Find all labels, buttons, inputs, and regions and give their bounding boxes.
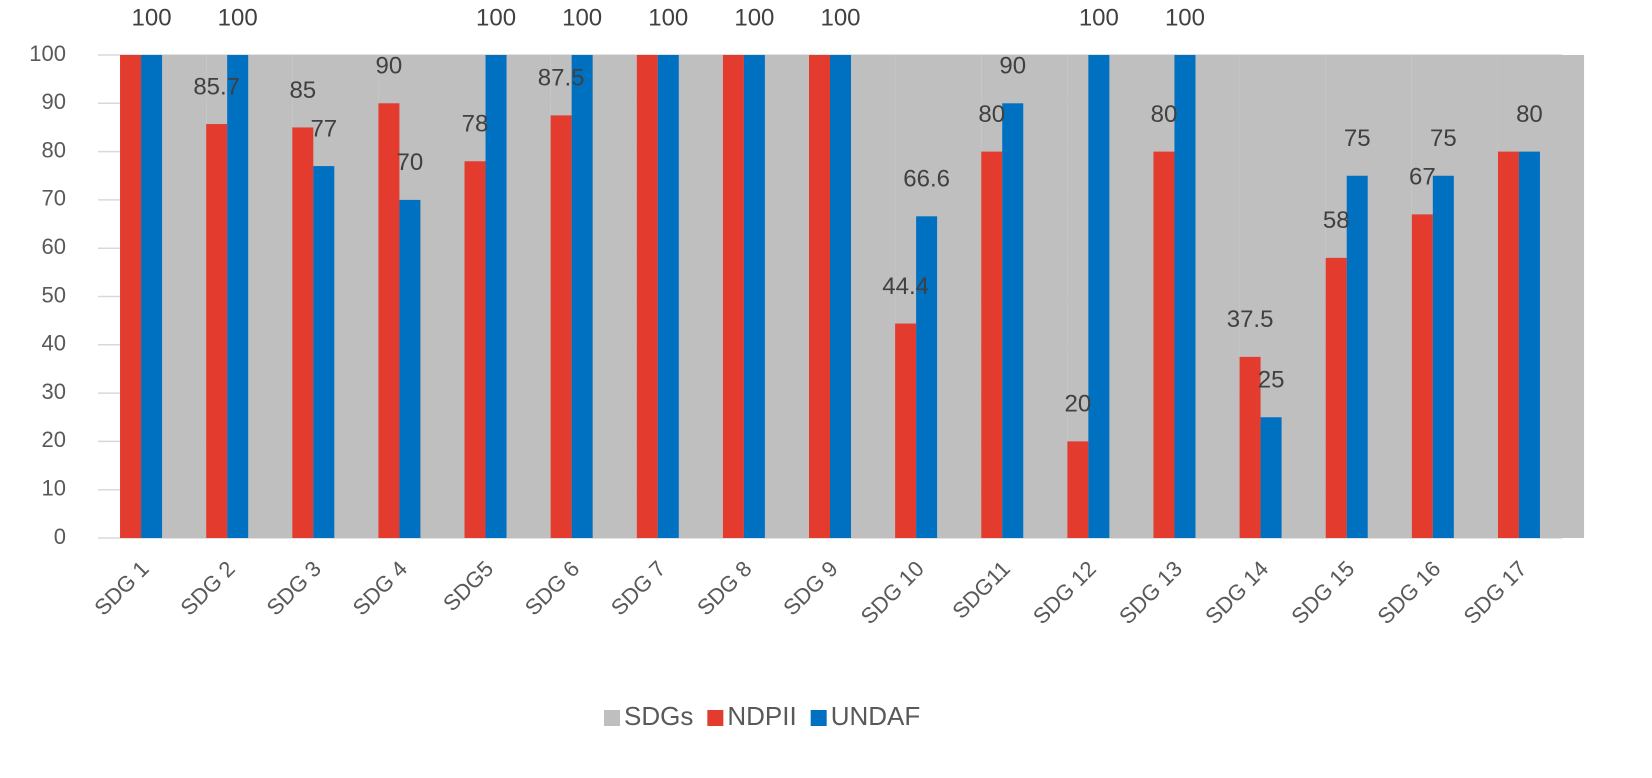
x-tick-label: SDG 15	[1286, 556, 1359, 629]
x-tick-label: SDG 6	[520, 556, 584, 620]
x-tick-label: SDG 10	[856, 556, 929, 629]
data-label: 100	[1165, 4, 1205, 31]
data-label: 90	[376, 53, 403, 80]
data-label: 90	[999, 53, 1026, 80]
bar	[571, 55, 593, 538]
bar	[1260, 417, 1282, 538]
data-label: 85.7	[193, 73, 240, 100]
x-tick-label: SDG 3	[262, 556, 326, 620]
data-label: 100	[218, 4, 258, 31]
bar	[1239, 356, 1261, 538]
bar	[981, 151, 1003, 538]
bar	[636, 55, 658, 538]
bar	[1174, 55, 1196, 538]
data-label: 25	[1258, 367, 1285, 394]
x-tick-label: SDG 13	[1114, 556, 1187, 629]
legend-swatch	[604, 710, 620, 726]
data-label: 100	[132, 4, 172, 31]
bar	[550, 115, 572, 538]
data-label: 100	[820, 4, 860, 31]
y-tick-label: 60	[42, 234, 66, 259]
data-label: 67	[1409, 164, 1436, 191]
y-tick-label: 20	[42, 427, 66, 452]
data-label: 58	[1323, 207, 1350, 234]
x-tick-label: SDG 17	[1459, 556, 1532, 629]
data-label: 75	[1344, 125, 1371, 152]
bar	[1432, 175, 1454, 538]
bar	[1346, 175, 1368, 538]
bar	[916, 216, 938, 538]
y-tick-label: 70	[42, 186, 66, 211]
data-label: 37.5	[1227, 306, 1274, 333]
y-tick-label: 100	[29, 41, 66, 66]
bar	[227, 55, 249, 538]
y-tick-label: 80	[42, 137, 66, 162]
y-tick-label: 0	[54, 524, 66, 549]
data-label: 70	[397, 149, 424, 176]
bar	[830, 55, 851, 538]
bar	[1088, 55, 1110, 538]
legend-label: UNDAF	[831, 701, 921, 731]
bar	[1518, 151, 1540, 538]
x-tick-label: SDG 1	[89, 556, 153, 620]
x-tick-label: SDG 4	[348, 556, 412, 620]
bar	[1153, 151, 1175, 538]
data-label: 100	[1079, 4, 1119, 31]
y-tick-label: 10	[42, 476, 66, 501]
bar	[313, 166, 335, 538]
bar	[485, 55, 507, 538]
data-label: 78	[462, 111, 489, 138]
bar	[1067, 441, 1089, 538]
bar	[722, 55, 744, 538]
data-label: 75	[1430, 125, 1457, 152]
data-label: 80	[1516, 101, 1543, 128]
bar	[206, 124, 228, 538]
x-tick-label: SDG 12	[1028, 556, 1101, 629]
bar	[743, 55, 765, 538]
x-tick-label: SDG 8	[692, 556, 756, 620]
legend-swatch	[810, 710, 827, 726]
data-label: 87.5	[538, 65, 585, 92]
data-label: 80	[1151, 101, 1178, 128]
x-tick-label: SDG 9	[778, 556, 842, 620]
bar	[292, 127, 314, 538]
x-tick-label: SDG11	[947, 556, 1015, 624]
data-label: 80	[978, 101, 1005, 128]
bar	[1325, 257, 1347, 538]
data-label: 20	[1065, 391, 1092, 418]
bar	[809, 55, 830, 538]
legend-swatch	[707, 710, 724, 726]
legend-label: NDPII	[727, 701, 796, 731]
data-label: 100	[476, 4, 516, 31]
x-tick-label: SDG5	[438, 556, 498, 616]
bar	[399, 199, 421, 538]
data-label: 44.4	[882, 273, 929, 300]
data-label: 100	[562, 4, 602, 31]
bar	[1002, 103, 1024, 539]
y-tick-label: 50	[42, 282, 66, 307]
y-tick-label: 40	[42, 331, 66, 356]
x-tick-label: SDG 14	[1200, 556, 1273, 629]
bar	[141, 55, 163, 538]
data-label: 100	[648, 4, 688, 31]
x-tick-label: SDG 2	[175, 556, 239, 620]
data-label: 77	[310, 115, 337, 142]
data-label: 100	[734, 4, 774, 31]
bar	[120, 55, 142, 538]
bar	[464, 161, 486, 538]
x-tick-label: SDG 7	[606, 556, 670, 620]
bar	[657, 55, 679, 538]
bar	[1497, 151, 1519, 538]
data-label: 66.6	[903, 166, 950, 193]
x-tick-label: SDG 16	[1372, 556, 1445, 629]
bar	[895, 323, 917, 538]
y-tick-label: 90	[42, 89, 66, 114]
legend-label: SDGs	[624, 701, 693, 731]
bar	[1411, 214, 1433, 538]
bar	[378, 103, 400, 539]
y-tick-label: 30	[42, 379, 66, 404]
data-label: 85	[289, 77, 316, 104]
